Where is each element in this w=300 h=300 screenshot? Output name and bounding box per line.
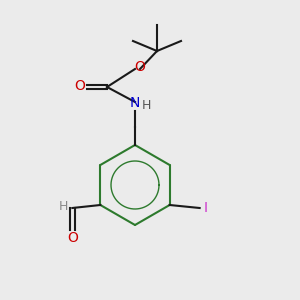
Text: I: I bbox=[204, 201, 208, 215]
Text: O: O bbox=[135, 60, 146, 74]
Text: O: O bbox=[75, 79, 86, 93]
Text: H: H bbox=[141, 99, 151, 112]
Text: N: N bbox=[130, 96, 140, 110]
Text: H: H bbox=[59, 200, 68, 212]
Text: O: O bbox=[67, 231, 78, 245]
